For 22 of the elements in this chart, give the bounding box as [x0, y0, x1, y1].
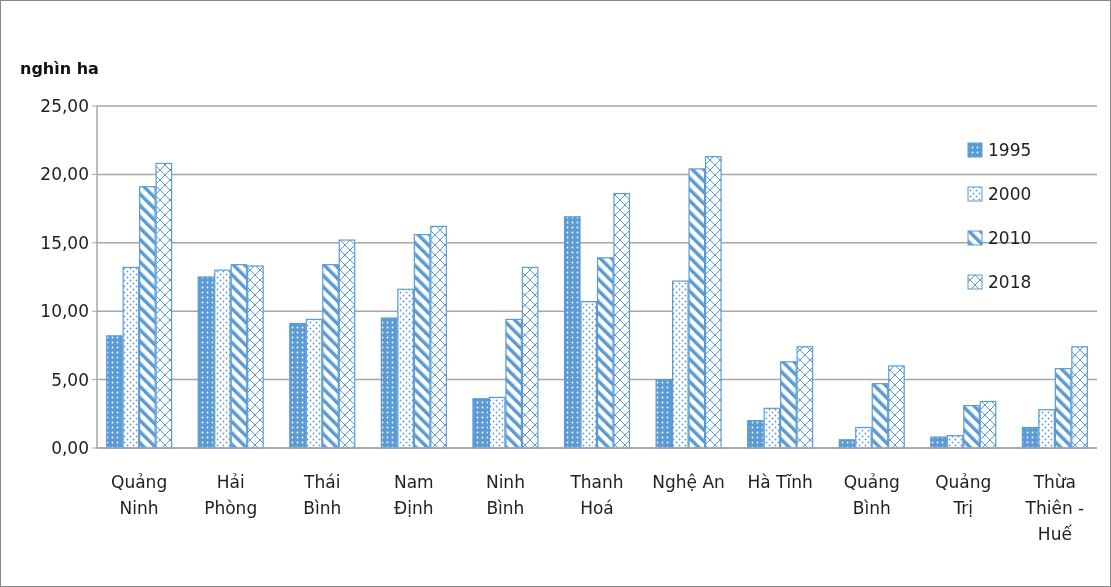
y-tick-label: 0,00	[51, 437, 89, 458]
x-tick-label: Quảng Bình	[843, 472, 900, 518]
x-tick-label: Thừa Thiên - Huế	[1024, 472, 1085, 544]
x-tick-label: Ninh Bình	[485, 472, 525, 518]
legend-label: 2010	[988, 227, 1032, 248]
y-axis-title: nghìn ha	[20, 59, 99, 78]
x-tick-label: Quảng Ninh	[111, 472, 168, 518]
y-tick-label: 25,00	[40, 95, 89, 116]
x-tick-label: Nghệ An	[652, 472, 725, 492]
x-tick-label: Hà Tĩnh	[747, 472, 813, 492]
y-tick-label: 10,00	[40, 301, 89, 322]
legend-label: 2000	[988, 183, 1032, 204]
x-tick-label: Hải Phòng	[204, 472, 258, 518]
x-tick-label: Thái Bình	[303, 472, 342, 518]
x-tick-label: Quảng Trị	[935, 472, 992, 518]
legend-label: 2018	[988, 271, 1032, 292]
x-tick-label: Thanh Hoá	[569, 472, 624, 518]
y-tick-label: 5,00	[51, 369, 89, 390]
y-tick-label: 15,00	[40, 232, 89, 253]
x-tick-label: Nam Định	[394, 472, 434, 518]
y-tick-label: 20,00	[40, 164, 89, 185]
legend-label: 1995	[988, 139, 1032, 160]
